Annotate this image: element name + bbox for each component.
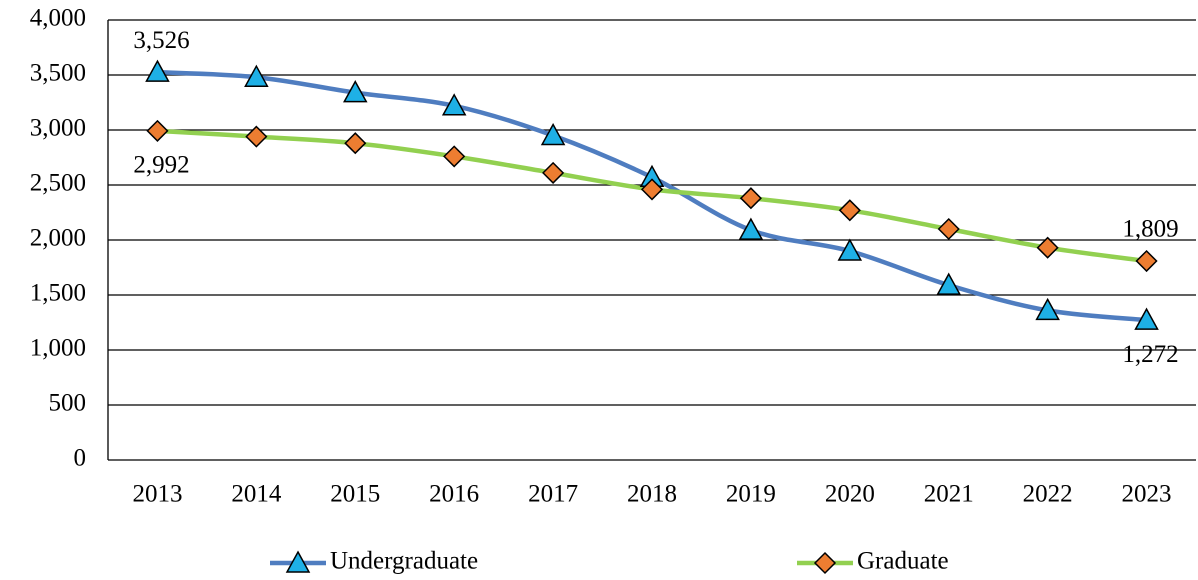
x-tick-label: 2023 (1122, 481, 1172, 508)
y-tick-label: 0 (74, 445, 87, 472)
legend-marker (813, 551, 837, 575)
data-label: 2,992 (133, 152, 189, 179)
x-tick-label: 2018 (627, 481, 677, 508)
legend-label: Undergraduate (330, 548, 478, 575)
data-point (542, 161, 565, 184)
x-tick-label: 2019 (726, 481, 776, 508)
x-tick-label: 2016 (429, 481, 479, 508)
data-point (738, 217, 764, 240)
x-tick-label: 2020 (825, 481, 875, 508)
x-tick-label: 2013 (132, 481, 182, 508)
data-point (145, 59, 170, 82)
legend-marker (285, 550, 311, 573)
x-tick-label: 2022 (1023, 481, 1073, 508)
y-tick-label: 500 (49, 390, 87, 417)
data-label: 1,272 (1122, 341, 1178, 368)
y-tick-label: 4,000 (30, 5, 86, 32)
y-tick-label: 1,500 (30, 280, 86, 307)
x-tick-label: 2021 (924, 481, 974, 508)
legend-label: Graduate (857, 548, 949, 575)
data-point (937, 217, 960, 241)
data-point (640, 178, 664, 201)
data-point (1135, 249, 1158, 273)
data-point (443, 145, 466, 168)
x-tick-label: 2017 (528, 481, 578, 508)
y-tick-label: 3,500 (30, 60, 86, 87)
data-label: 3,526 (133, 27, 189, 54)
y-tick-label: 3,000 (30, 115, 86, 142)
y-tick-label: 1,000 (30, 335, 86, 362)
y-tick-label: 2,000 (30, 225, 86, 252)
data-point (245, 125, 268, 148)
x-tick-label: 2015 (330, 481, 380, 508)
data-label: 1,809 (1122, 216, 1178, 243)
x-tick-label: 2014 (231, 481, 282, 508)
data-point (838, 199, 861, 222)
data-point (837, 238, 863, 261)
data-point (344, 132, 367, 155)
data-point (936, 272, 961, 295)
data-point (244, 64, 269, 87)
data-point (540, 122, 566, 146)
data-point (1134, 307, 1159, 330)
data-point (1035, 297, 1060, 321)
data-point (739, 187, 762, 210)
y-tick-label: 2,500 (30, 170, 86, 197)
data-point (1036, 236, 1059, 259)
data-point (146, 119, 169, 142)
data-point (441, 93, 467, 116)
data-point (343, 80, 368, 103)
